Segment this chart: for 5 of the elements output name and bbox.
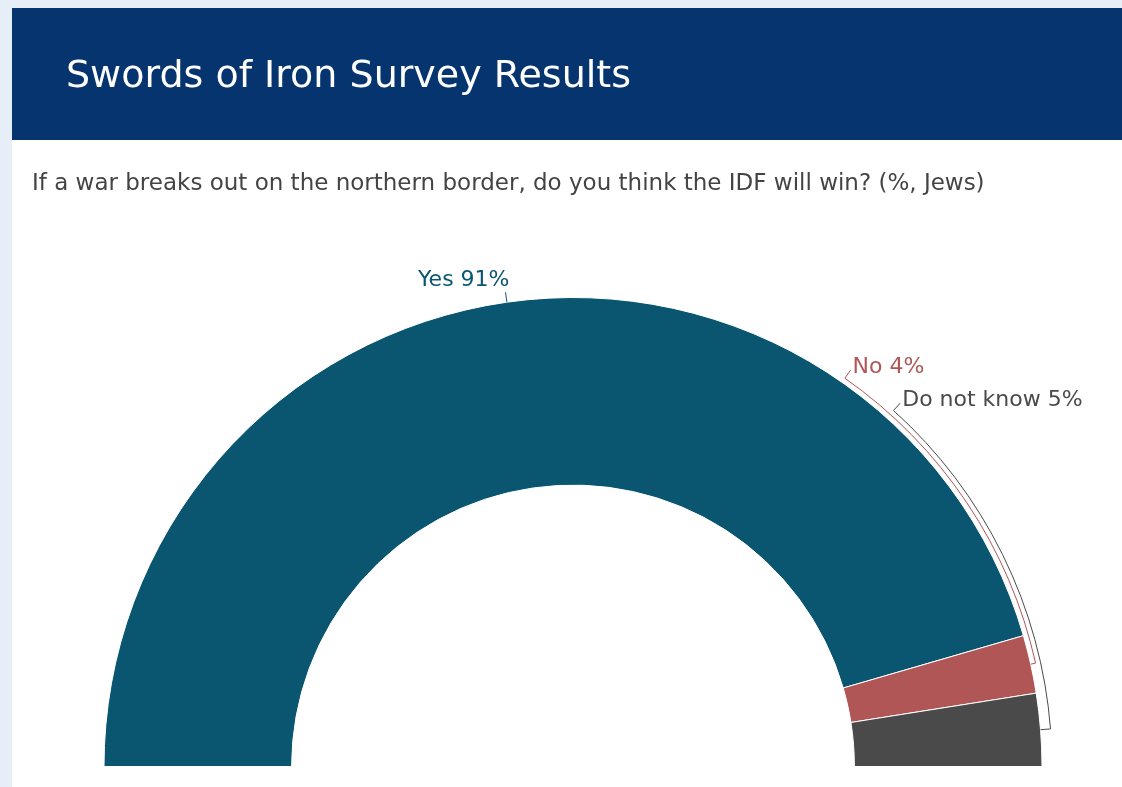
slice-label: Yes 91% [417,266,510,291]
slice-label: No 4% [852,352,925,378]
chart-subtitle: If a war breaks out on the northern border, do you think the IDF will win? (%, Jews) [32,168,986,197]
slice-label: Do not know 5% [902,385,1083,411]
chart-title: Swords of Iron Survey Results [66,52,631,96]
